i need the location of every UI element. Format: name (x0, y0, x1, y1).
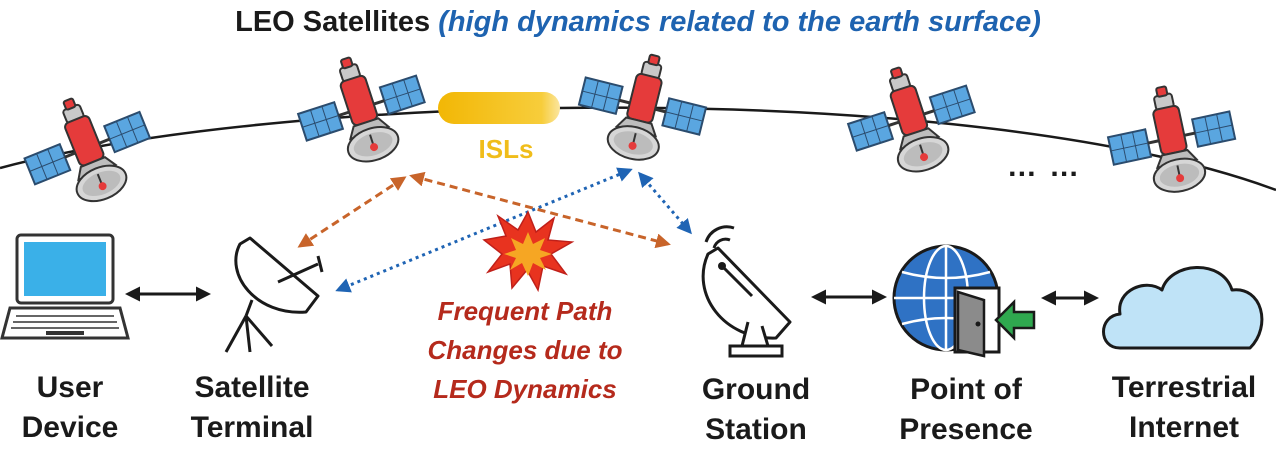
label-terrestrial-internet-line-2: Internet (1128, 411, 1239, 444)
path-change-line-1: Frequent Path (437, 296, 613, 326)
label-point-of-presence-line-2: Presence (899, 413, 1033, 446)
label-user-device-line-1: User (36, 371, 104, 404)
label-satellite-terminal-line-1: Satellite (194, 371, 310, 404)
label-user-device-line-2: Device (21, 411, 119, 444)
leo-satellite-icon-5 (1098, 72, 1245, 206)
label-point-of-presence: Point of Presence (876, 370, 1056, 450)
label-ground-station-line-2: Station (705, 413, 807, 446)
label-point-of-presence-line-1: Point of (910, 373, 1022, 406)
label-satellite-terminal: Satellite Terminal (172, 368, 332, 448)
leo-satellite-icon-4 (834, 47, 989, 191)
label-terrestrial-internet-line-1: Terrestrial (1111, 371, 1257, 404)
satellite-terminal-icon (224, 236, 324, 353)
point-of-presence-icon (892, 244, 1036, 358)
label-user-device: User Device (0, 368, 140, 448)
leo-satellite-icon-1 (8, 75, 167, 223)
leo-satellite-icon-2 (284, 37, 439, 181)
title-main: LEO Satellites (235, 6, 431, 38)
label-satellite-terminal-line-2: Terminal (190, 411, 314, 444)
blue-link-ground (638, 171, 692, 235)
blue-link-terminal (335, 167, 633, 293)
label-ground-station-line-1: Ground (701, 373, 811, 406)
more-satellites-ellipsis: … … (1006, 150, 1082, 183)
orange-link-terminal (297, 176, 407, 248)
label-terrestrial-internet: Terrestrial Internet (1092, 368, 1276, 448)
diagram-title: LEO Satellites (high dynamics related to… (0, 6, 1276, 39)
label-ground-station: Ground Station (676, 370, 836, 450)
path-change-line-2: Changes due to (427, 335, 623, 365)
isl-label: ISLs (478, 134, 534, 164)
cloud-icon (1102, 266, 1264, 350)
title-subtitle: (high dynamics related to the earth surf… (438, 6, 1041, 38)
ground-station-icon (701, 225, 792, 358)
path-change-note: Frequent Path Changes due to LEO Dynamic… (380, 292, 670, 409)
path-change-line-3: LEO Dynamics (433, 374, 617, 404)
path-change-burst-icon (482, 210, 575, 293)
isl-link-bar (438, 92, 560, 124)
laptop-icon (0, 233, 130, 340)
leo-satellite-icon-3 (567, 39, 717, 175)
